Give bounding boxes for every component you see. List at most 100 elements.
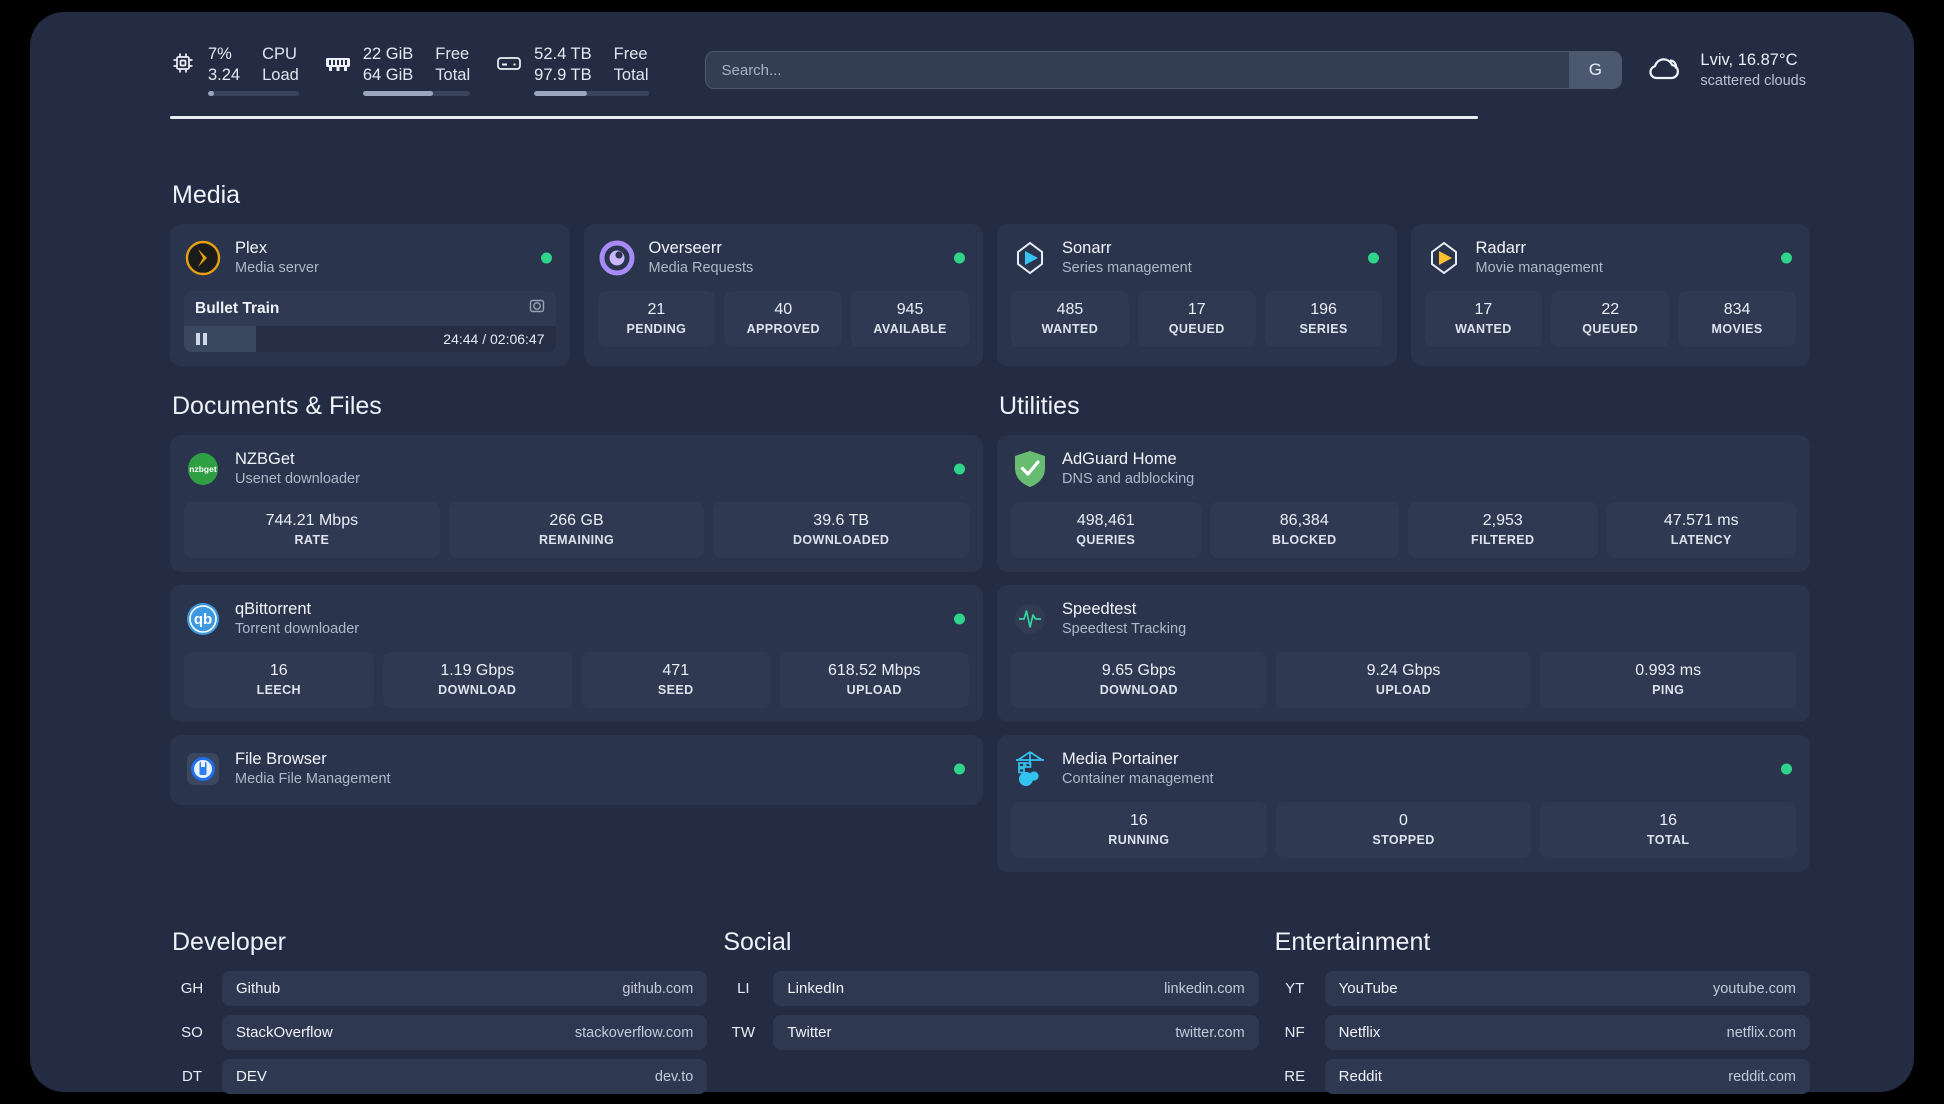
bookmark-link[interactable]: LinkedIn linkedin.com bbox=[773, 971, 1259, 1006]
qbittorrent-name: qBittorrent bbox=[235, 600, 312, 618]
bookmark-group-developer: Developer GH Github github.com SO StackO… bbox=[170, 928, 708, 1103]
service-card-qbittorrent[interactable]: qb qBittorrent Torrent downloader 16 LEE… bbox=[170, 585, 983, 722]
search-bar[interactable]: G bbox=[704, 51, 1623, 89]
stat-label: WANTED bbox=[1041, 322, 1099, 336]
bookmark-link[interactable]: Netflix netflix.com bbox=[1324, 1015, 1810, 1050]
utilities-column: Utilities AdGuard Home DNS and adblockin… bbox=[997, 392, 1810, 872]
bookmark-link[interactable]: DEV dev.to bbox=[222, 1059, 708, 1094]
stat-tile: 22 QUEUED bbox=[1551, 291, 1670, 347]
stat-tile: 1.19 Gbps DOWNLOAD bbox=[382, 652, 572, 708]
stat-tile: 17 QUEUED bbox=[1137, 291, 1256, 347]
radarr-status-dot bbox=[1781, 252, 1792, 264]
plex-time-label: 24:44 / 02:06:47 bbox=[443, 331, 545, 347]
stat-label: UPLOAD bbox=[846, 683, 902, 697]
bookmark-name: Github bbox=[236, 980, 281, 997]
service-card-nzbget[interactable]: nzbget NZBGet Usenet downloader 744.21 M… bbox=[170, 435, 983, 572]
bookmark-url: github.com bbox=[622, 980, 694, 997]
adguard-name: AdGuard Home bbox=[1062, 450, 1177, 468]
sonarr-status-dot bbox=[1367, 252, 1379, 264]
bookmark-item[interactable]: YT YouTube youtube.com bbox=[1273, 971, 1810, 1006]
header-divider bbox=[170, 116, 1478, 119]
bookmark-link[interactable]: Twitter twitter.com bbox=[773, 1015, 1259, 1050]
bookmark-item[interactable]: GH Github github.com bbox=[170, 971, 708, 1006]
service-card-media-portainer[interactable]: Media Portainer Container management 16 … bbox=[997, 735, 1810, 872]
service-card-adguard-home[interactable]: AdGuard Home DNS and adblocking 498,461 … bbox=[997, 435, 1810, 572]
stat-tile: 945 AVAILABLE bbox=[851, 291, 969, 347]
stat-label: SERIES bbox=[1299, 322, 1348, 336]
stat-value: 196 bbox=[1310, 301, 1337, 318]
adguard-shield-icon bbox=[1011, 450, 1049, 488]
service-card-radarr[interactable]: Radarr Movie management 17 WANTED 22 QUE… bbox=[1410, 224, 1810, 366]
stat-value: 86,384 bbox=[1279, 512, 1329, 529]
bookmark-group-title: Developer bbox=[172, 928, 286, 956]
bookmark-link[interactable]: Reddit reddit.com bbox=[1324, 1059, 1810, 1094]
bookmarks-area: Developer GH Github github.com SO StackO… bbox=[170, 928, 1810, 1103]
cpu-progress-bar bbox=[208, 91, 299, 96]
disk-label-bottom: Total bbox=[613, 66, 649, 84]
disk-total-value: 97.9 TB bbox=[534, 66, 592, 84]
portainer-status-dot bbox=[1781, 763, 1792, 775]
service-card-speedtest[interactable]: Speedtest Speedtest Tracking 9.65 Gbps D… bbox=[997, 585, 1810, 722]
stat-label: SEED bbox=[657, 683, 694, 697]
nzbget-stats: 744.21 Mbps RATE 266 GB REMAINING 39.6 T… bbox=[184, 502, 970, 558]
stat-label: RUNNING bbox=[1108, 833, 1170, 847]
plex-progress-bar[interactable]: 24:44 / 02:06:47 bbox=[184, 326, 556, 352]
stat-label: QUERIES bbox=[1076, 533, 1136, 547]
search-input[interactable] bbox=[705, 52, 1570, 88]
service-card-overseerr[interactable]: Overseerr Media Requests 21 PENDING 40 A… bbox=[583, 224, 983, 366]
stat-label: UPLOAD bbox=[1375, 683, 1432, 697]
bookmark-item[interactable]: RE Reddit reddit.com bbox=[1273, 1059, 1810, 1094]
bookmark-url: twitter.com bbox=[1175, 1024, 1245, 1041]
overseerr-logo-icon bbox=[598, 239, 636, 277]
bookmark-name: Twitter bbox=[787, 1024, 832, 1041]
speedtest-name: Speedtest bbox=[1062, 600, 1137, 618]
stat-value: 9.65 Gbps bbox=[1101, 662, 1176, 679]
stat-label: PENDING bbox=[626, 322, 687, 336]
speedtest-subtitle: Speedtest Tracking bbox=[1062, 621, 1187, 637]
bookmark-item[interactable]: SO StackOverflow stackoverflow.com bbox=[170, 1015, 708, 1050]
cpu-usage-value: 7% bbox=[208, 45, 232, 63]
nzbget-subtitle: Usenet downloader bbox=[235, 471, 360, 487]
stat-label: WANTED bbox=[1455, 322, 1512, 336]
search-engine-button[interactable]: G bbox=[1569, 52, 1622, 88]
weather-condition: scattered clouds bbox=[1700, 72, 1806, 89]
stat-value: 47.571 ms bbox=[1663, 512, 1739, 529]
stat-value: 9.24 Gbps bbox=[1366, 662, 1441, 679]
overseerr-subtitle: Media Requests bbox=[648, 260, 754, 276]
stat-tile: 9.24 Gbps UPLOAD bbox=[1275, 652, 1532, 708]
pause-icon[interactable] bbox=[196, 333, 207, 345]
bookmark-item[interactable]: LI LinkedIn linkedin.com bbox=[721, 971, 1259, 1006]
qbittorrent-status-dot bbox=[954, 613, 965, 625]
bookmark-name: StackOverflow bbox=[236, 1024, 333, 1041]
bookmark-item[interactable]: TW Twitter twitter.com bbox=[721, 1015, 1259, 1050]
radarr-logo-icon bbox=[1425, 239, 1463, 277]
bookmark-abbr: DT bbox=[182, 1068, 202, 1085]
bookmark-link[interactable]: StackOverflow stackoverflow.com bbox=[222, 1015, 708, 1050]
cpu-icon bbox=[170, 48, 196, 78]
stat-tile: 40 APPROVED bbox=[724, 291, 843, 347]
service-card-plex[interactable]: Plex Media server Bullet Train bbox=[170, 224, 570, 366]
resource-cpu: 7% 3.24 CPU Load bbox=[170, 44, 299, 96]
memory-label-top: Free bbox=[435, 45, 470, 63]
stat-value: 39.6 TB bbox=[813, 512, 870, 529]
service-card-sonarr[interactable]: Sonarr Series management 485 WANTED 17 Q… bbox=[997, 224, 1397, 366]
bookmark-link[interactable]: YouTube youtube.com bbox=[1324, 971, 1810, 1006]
service-card-file-browser[interactable]: File Browser Media File Management bbox=[170, 735, 983, 805]
stat-value: 618.52 Mbps bbox=[827, 662, 921, 679]
stat-tile: 196 SERIES bbox=[1264, 291, 1383, 347]
file-browser-status-dot bbox=[954, 763, 965, 775]
qbittorrent-stats: 16 LEECH 1.19 Gbps DOWNLOAD 471 SEED 6 bbox=[184, 652, 969, 708]
plex-cast-icon[interactable] bbox=[529, 298, 545, 319]
plex-status-dot bbox=[540, 252, 552, 264]
radarr-subtitle: Movie management bbox=[1475, 260, 1603, 276]
bookmark-abbr: TW bbox=[731, 1024, 755, 1041]
stat-label: LATENCY bbox=[1670, 533, 1732, 547]
stat-value: 0.993 ms bbox=[1635, 662, 1702, 679]
bookmark-abbr: YT bbox=[1285, 980, 1305, 997]
speedtest-pulse-icon bbox=[1011, 600, 1049, 638]
bookmark-item[interactable]: NF Netflix netflix.com bbox=[1273, 1015, 1810, 1050]
bookmark-link[interactable]: Github github.com bbox=[222, 971, 708, 1006]
bookmark-abbr: LI bbox=[737, 980, 750, 997]
stat-label: BLOCKED bbox=[1271, 533, 1337, 547]
bookmark-item[interactable]: DT DEV dev.to bbox=[170, 1059, 708, 1094]
